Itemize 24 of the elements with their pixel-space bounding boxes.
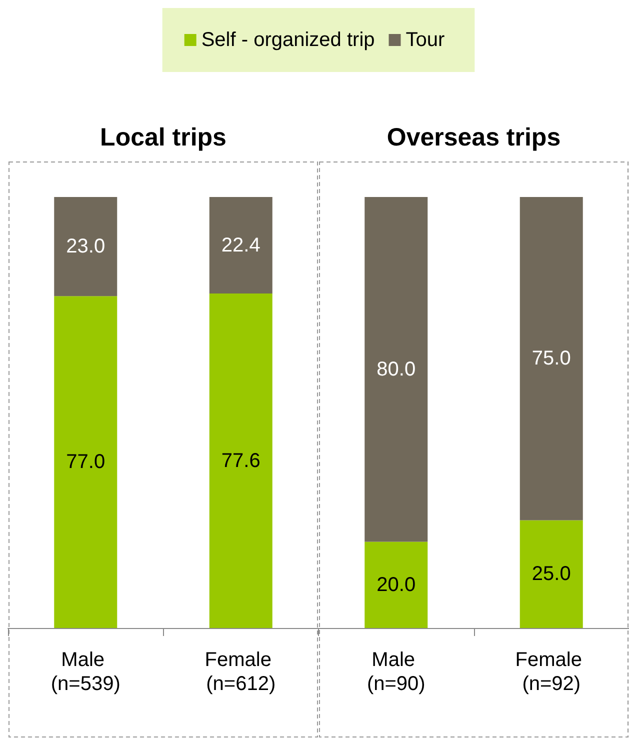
x-tick-label: Male (n=90) [366,649,426,695]
data-label: 77.6 [221,450,260,472]
bar [364,542,428,628]
data-label: 80.0 [376,358,416,380]
x-tick-label: Male (n=539) [50,649,120,695]
bar [364,197,428,542]
data-label: 75.0 [532,348,571,370]
bar [209,197,272,294]
data-label: 20.0 [376,574,416,596]
text: Overseas trips [386,124,561,152]
x-tick-label: Female (n=612) [204,649,277,695]
bar [520,520,583,628]
bar [520,197,583,520]
legend-label: Self - organized trip [201,29,375,51]
data-label: 23.0 [66,236,106,258]
legend-label: Tour [406,29,445,51]
data-label: 22.4 [221,234,260,256]
x-tick-label: Female (n=92) [515,649,588,695]
text: Local trips [100,124,226,152]
bar [54,296,118,628]
data-label: 25.0 [532,563,571,586]
bar [209,294,272,628]
data-label: 77.0 [66,451,106,474]
bar [54,197,118,296]
